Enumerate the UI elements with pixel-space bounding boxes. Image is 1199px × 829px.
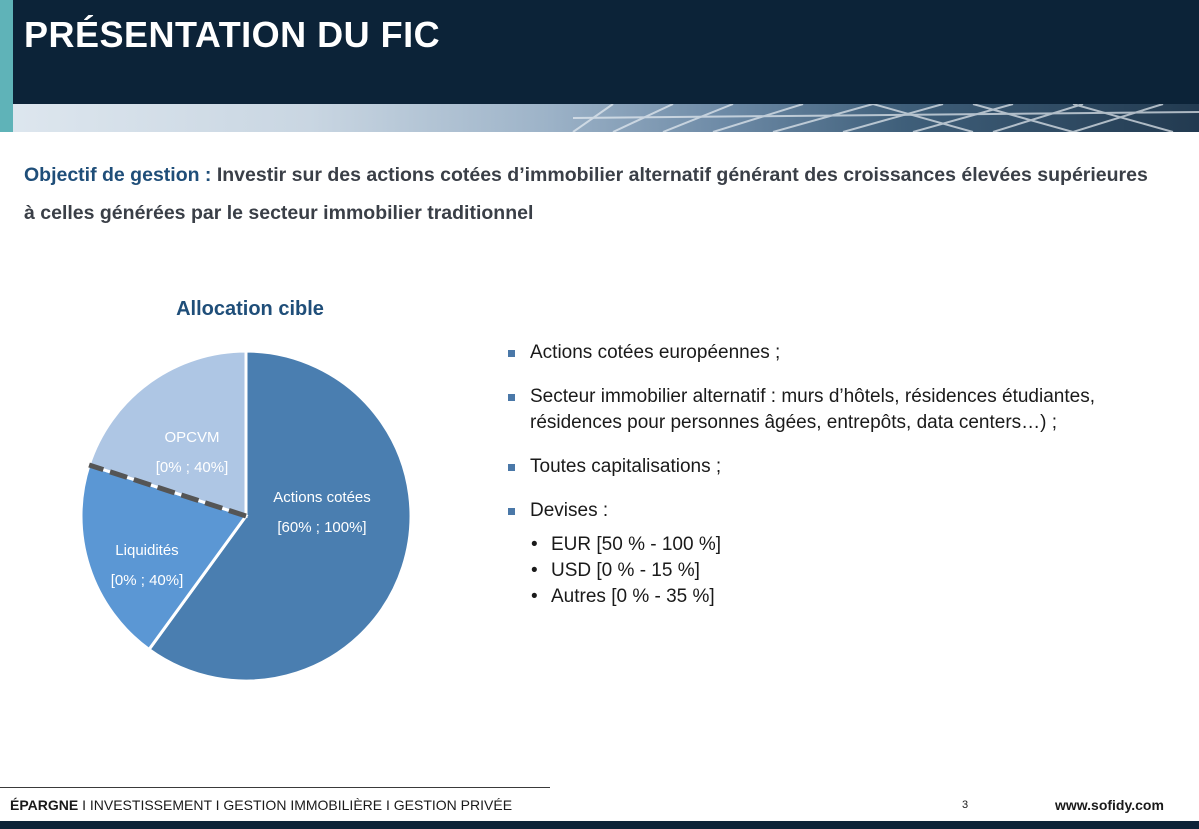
footer-tagline-first: ÉPARGNE <box>10 797 79 813</box>
chart-title: Allocation cible <box>176 298 324 320</box>
list-item-text: Devises : <box>530 500 609 521</box>
sub-list-item: EUR [50 % - 100 %] <box>530 532 1188 558</box>
header-accent-stripe <box>0 0 13 132</box>
footer-tagline: ÉPARGNE I INVESTISSEMENT I GESTION IMMOB… <box>10 797 512 813</box>
list-item-text: Toutes capitalisations ; <box>530 456 722 477</box>
characteristics-list: Actions cotées européennes ; Secteur imm… <box>508 340 1188 628</box>
pie-label-name: OPCVM <box>164 429 219 446</box>
header-bar: PRÉSENTATION DU FIC <box>0 0 1199 104</box>
page-title: PRÉSENTATION DU FIC <box>24 14 441 55</box>
list-item-text: Actions cotées européennes ; <box>530 342 781 363</box>
allocation-pie-chart: Actions cotées [60% ; 100%] Liquidités [0% … <box>79 349 413 683</box>
footer-tagline-rest: I INVESTISSEMENT I GESTION IMMOBILIÈRE I… <box>78 797 513 813</box>
objective-text: Investir sur des actions cotées d’immobi… <box>24 164 1148 224</box>
bottom-bar <box>0 821 1199 829</box>
sub-list-item: Autres [0 % - 35 %] <box>530 584 1188 610</box>
pie-dashed-separator <box>88 462 247 519</box>
list-item: Toutes capitalisations ; <box>508 454 1188 480</box>
pie-label-range: [60% ; 100%] <box>277 519 366 536</box>
sub-list-item: USD [0 % - 15 %] <box>530 558 1188 584</box>
pie-slice-opcvm <box>87 349 248 519</box>
pie-slice-liquidit-s <box>79 463 249 652</box>
list-item: Secteur immobilier alternatif : murs d’h… <box>508 384 1188 436</box>
objective-label: Objectif de gestion : <box>24 164 212 186</box>
pie-label-name: Actions cotées <box>273 489 371 506</box>
list-item: Devises : EUR [50 % - 100 %] USD [0 % - … <box>508 498 1188 610</box>
list-item: Actions cotées européennes ; <box>508 340 1188 366</box>
list-item-text: Secteur immobilier alternatif : murs d’h… <box>530 386 1095 433</box>
pie-label-name: Liquidités <box>115 542 178 559</box>
banner-architecture-graphic <box>572 104 1199 132</box>
currency-sublist: EUR [50 % - 100 %] USD [0 % - 15 %] Autr… <box>530 532 1188 610</box>
pie-label-range: [0% ; 40%] <box>156 459 229 476</box>
pie-label-range: [0% ; 40%] <box>111 572 184 589</box>
footer-divider <box>0 787 550 788</box>
website-link[interactable]: www.sofidy.com <box>1055 797 1164 813</box>
banner-image <box>13 104 1199 132</box>
page-number: 3 <box>962 799 969 811</box>
pie-slice-actions-cot-es <box>146 349 413 683</box>
management-objective: Objectif de gestion : Investir sur des a… <box>24 156 1164 232</box>
